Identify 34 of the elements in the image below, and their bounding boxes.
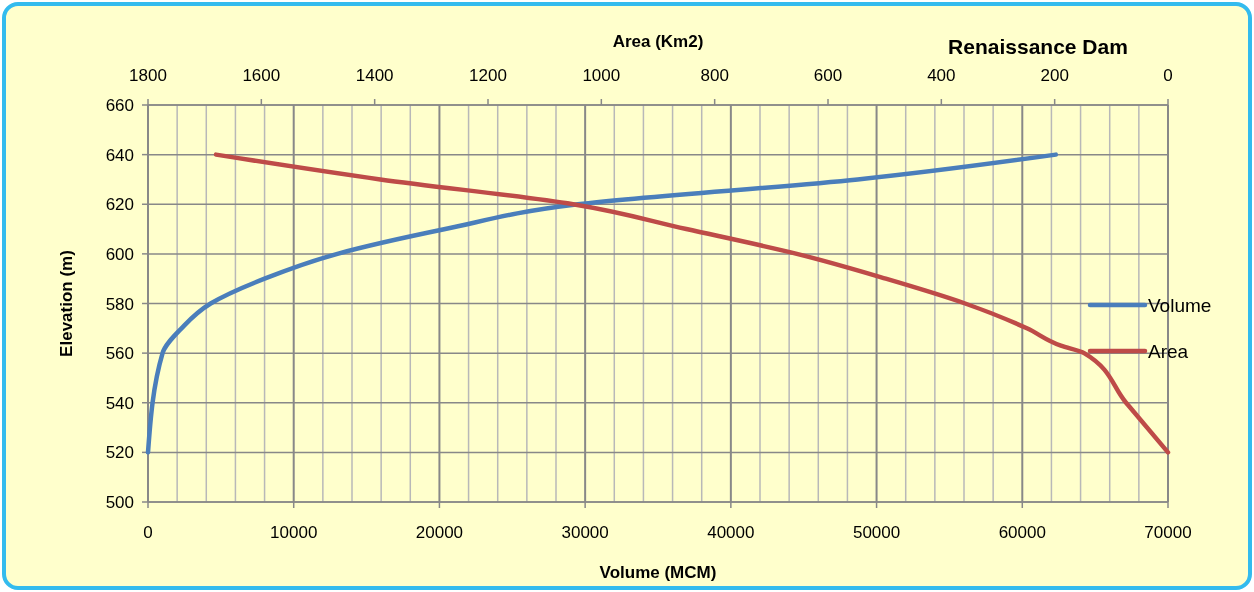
x-tick-label: 0 [143, 523, 153, 542]
y-tick-label: 540 [105, 393, 134, 413]
y-tick-label: 560 [105, 344, 134, 364]
x2-tick-label: 1200 [469, 66, 507, 85]
x-tick-label: 10000 [270, 523, 318, 542]
x-tick-label: 20000 [415, 523, 464, 542]
x2-tick-label: 1600 [242, 66, 281, 85]
y-axis-title: Elevation (m) [57, 250, 76, 357]
y-tick-label: 660 [105, 96, 134, 115]
x-tick-label: 70000 [1144, 523, 1192, 542]
x-tick-label: 30000 [561, 523, 609, 542]
line-series [145, 152, 1059, 455]
x2-tick-label: 1400 [355, 66, 394, 85]
x2-tick-label: 400 [927, 66, 956, 85]
legend-label: Volume [1148, 295, 1212, 316]
chart-title: Renaissance Dam [948, 35, 1128, 58]
y-tick-label: 640 [105, 145, 134, 165]
x2-tick-label: 1000 [582, 66, 621, 85]
y-tick-label: 600 [105, 244, 134, 264]
x-tick-label: 40000 [707, 523, 755, 542]
x2-tick-label: 600 [813, 66, 843, 85]
y-tick-label: 620 [105, 195, 134, 215]
x-axis-title: Volume (MCM) [599, 563, 717, 582]
x2-tick-label: 800 [700, 66, 729, 85]
x2-axis-title: Area (Km2) [612, 32, 704, 51]
y-tick-label: 520 [105, 443, 134, 463]
x2-tick-label: 0 [1163, 66, 1173, 85]
y-tick-label: 500 [105, 493, 134, 512]
x2-tick-label: 200 [1040, 66, 1069, 85]
y-tick-label: 580 [105, 294, 134, 314]
x-tick-label: 60000 [998, 523, 1046, 542]
x2-tick-label: 1800 [129, 66, 167, 85]
x-tick-label: 50000 [852, 523, 901, 542]
legend-label: Area [1148, 341, 1189, 362]
